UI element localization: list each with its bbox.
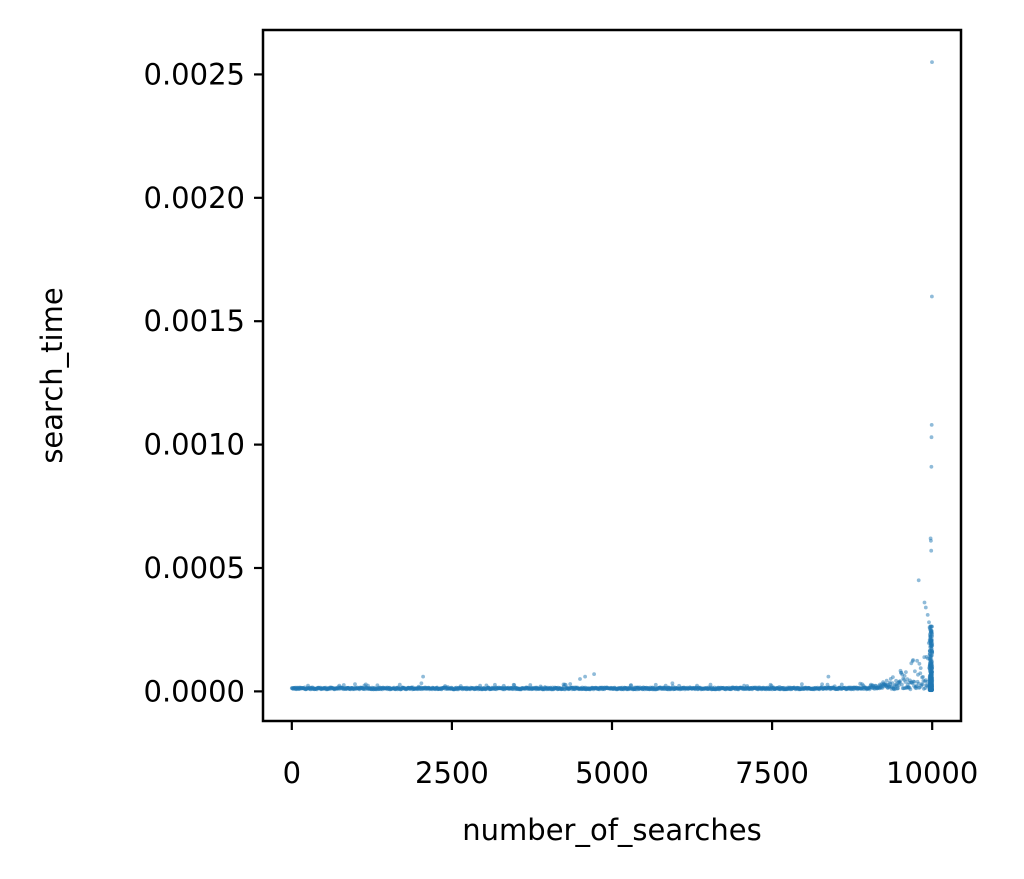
scatter-point	[353, 682, 357, 687]
scatter-point	[929, 639, 934, 644]
y-tick-label: 0.0025	[144, 57, 245, 91]
scatter-point	[629, 683, 633, 687]
scatter-point	[920, 682, 925, 687]
scatter-point	[890, 681, 895, 685]
y-tick-label: 0.0000	[144, 674, 245, 708]
scatter-point	[908, 687, 913, 692]
scatter-point	[929, 679, 934, 683]
scatter-point	[928, 683, 933, 688]
scatter-point	[927, 656, 932, 661]
scatter-point	[918, 671, 923, 676]
scatter-point	[929, 435, 934, 440]
scatter-point	[820, 682, 824, 687]
scatter-point	[928, 628, 933, 632]
scatter-point	[917, 661, 922, 666]
scatter-point	[929, 548, 934, 553]
scatter-point	[592, 672, 596, 676]
scatter-point	[916, 578, 921, 583]
scatter-point	[898, 679, 902, 683]
scatter-point	[929, 660, 933, 664]
scatter-point	[825, 682, 830, 687]
scatter-point	[670, 681, 675, 686]
scatter-point	[568, 682, 573, 686]
scatter-point	[891, 675, 895, 679]
y-tick-label: 0.0020	[144, 181, 245, 215]
y-tick-label: 0.0005	[144, 551, 245, 585]
scatter-point	[903, 680, 908, 684]
scatter-point	[421, 674, 425, 679]
scatter-point	[583, 674, 587, 679]
scatter-point	[912, 680, 917, 684]
scatter-point	[921, 675, 925, 679]
scatter-point	[902, 674, 907, 678]
y-axis: 0.0000 0.0005 0.0010 0.0015 0.0020 0.0025	[144, 57, 263, 708]
scatter-point	[419, 681, 424, 686]
scatter-point	[918, 666, 923, 670]
scatter-point	[928, 672, 933, 677]
scatter-point	[397, 682, 402, 687]
scatter-point	[911, 658, 915, 662]
scatter-point	[904, 670, 908, 674]
scatter-point	[915, 658, 919, 663]
scatter-point	[929, 666, 934, 670]
scatter-point	[896, 686, 900, 691]
plot-frame	[261, 28, 963, 723]
scatter-point	[929, 642, 934, 647]
y-tick-label: 0.0015	[144, 304, 245, 338]
scatter-point	[930, 294, 934, 299]
scatter-point	[922, 600, 927, 605]
scatter-point	[653, 682, 658, 687]
scatter-point	[839, 682, 844, 687]
scatter-point	[928, 635, 933, 639]
x-axis-label: number_of_searches	[462, 813, 761, 847]
scatter-point	[927, 620, 931, 625]
x-axis: 0 2500 5000 7500 10000	[283, 721, 978, 790]
scatter-point	[929, 538, 933, 543]
scatter-point	[900, 682, 904, 687]
x-tick-label: 2500	[415, 756, 489, 790]
scatter-point	[913, 669, 917, 674]
scatter-point	[884, 678, 889, 683]
scatter-point	[826, 674, 831, 679]
scatter-point	[925, 613, 930, 617]
scatter-point	[929, 663, 934, 667]
scatter-point	[341, 683, 346, 687]
scatter-point	[927, 625, 932, 630]
x-tick-label: 5000	[575, 756, 649, 790]
scatter-point	[708, 682, 713, 687]
scatter-point	[929, 464, 934, 469]
x-tick-label: 0	[283, 756, 301, 790]
scatter-point	[578, 677, 582, 681]
scatter-point	[929, 423, 934, 427]
y-axis-label: search_time	[35, 287, 69, 463]
scatter-point	[923, 605, 928, 610]
scatter-point	[930, 649, 934, 654]
scatter-points	[289, 60, 935, 693]
scatter-point	[916, 681, 921, 686]
scatter-point	[930, 60, 934, 64]
scatter-point	[800, 682, 804, 687]
x-tick-label: 7500	[735, 756, 809, 790]
x-tick-label: 10000	[886, 756, 978, 790]
y-tick-label: 0.0010	[144, 428, 245, 462]
